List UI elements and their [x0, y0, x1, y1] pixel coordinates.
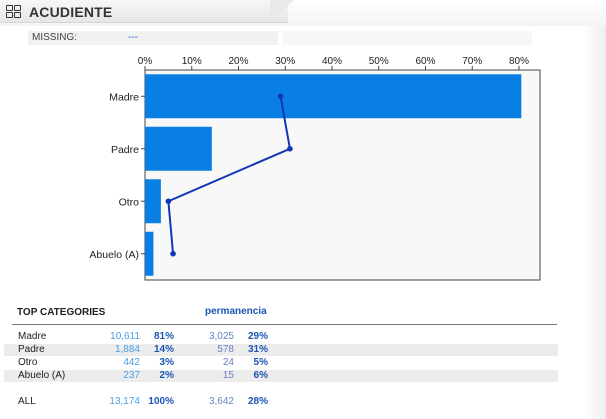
bar — [145, 74, 522, 119]
grid-icon[interactable] — [6, 5, 22, 19]
series-point — [165, 198, 172, 205]
x-tick-label: 70% — [462, 56, 482, 67]
x-tick-label: 0% — [138, 56, 153, 67]
stats-title: TOP CATEGORIES — [17, 307, 106, 318]
x-tick-label: 30% — [275, 56, 295, 67]
stats-divider — [12, 324, 557, 325]
row-name: Otro — [18, 357, 38, 368]
row-pct: 3% — [159, 357, 174, 368]
x-tick-label: 80% — [509, 56, 529, 67]
row-count: 237 — [123, 370, 140, 381]
row-pct2: 5% — [253, 357, 268, 368]
row-count: 1,884 — [114, 344, 140, 355]
table-row: Padre 1,884 14% 578 31% — [4, 344, 558, 356]
table-row: Otro 442 3% 24 5% — [4, 357, 558, 369]
header-tab — [0, 0, 288, 23]
missing-value: --- — [128, 32, 138, 43]
category-label: Madre — [109, 91, 139, 103]
row-pct: 2% — [159, 370, 174, 381]
row-count: 10,611 — [110, 331, 140, 342]
total-count2: 3,642 — [208, 396, 234, 407]
row-name: Madre — [18, 331, 47, 342]
row-count2: 3,025 — [208, 331, 234, 342]
bar — [145, 126, 212, 171]
series-point — [170, 250, 176, 257]
header-tab-slope — [270, 0, 294, 22]
bar-chart: 0% 10% 20% 30% 40% 50% 60% 70% 80% Madre Padre Otro… — [89, 56, 541, 281]
row-name: Abuelo (A) — [18, 370, 66, 381]
row-pct: 81% — [153, 331, 174, 342]
row-pct2: 6% — [253, 370, 268, 381]
category-label: Abuelo (A) — [89, 249, 139, 261]
bar — [145, 179, 161, 224]
x-tick-label: 60% — [415, 56, 435, 67]
total-name: ALL — [18, 396, 36, 407]
series-point — [287, 145, 293, 152]
row-name: Padre — [18, 344, 45, 355]
missing-row: MISSING: --- — [28, 31, 278, 45]
missing-row-filler — [282, 31, 532, 45]
series-line — [167, 96, 292, 254]
row-pct: 14% — [153, 344, 174, 355]
side-shade — [584, 26, 606, 419]
x-tick-label: 10% — [182, 56, 202, 67]
row-count2: 24 — [222, 357, 234, 368]
bar — [145, 231, 154, 276]
table-row: Abuelo (A) 237 2% 15 6% — [4, 370, 558, 382]
x-tick-label: 20% — [228, 56, 248, 67]
x-tick-label: 40% — [322, 56, 342, 67]
category-label: Otro — [119, 196, 140, 208]
total-pct2: 28% — [247, 396, 268, 407]
secondary-title[interactable]: permanencia — [205, 306, 267, 317]
row-count: 442 — [123, 357, 140, 368]
row-count2: 578 — [217, 344, 234, 355]
table-row: Madre 10,611 81% 3,025 29% — [4, 331, 558, 343]
page-title: ACUDIENTE — [29, 4, 113, 20]
series-point — [277, 93, 284, 100]
total-pct: 100% — [148, 396, 174, 407]
row-pct2: 31% — [247, 344, 268, 355]
row-count2: 15 — [222, 370, 234, 381]
missing-label: MISSING: — [32, 32, 78, 43]
x-tick-label: 50% — [369, 56, 389, 67]
category-label: Padre — [111, 144, 139, 156]
total-row: ALL 13,174 100% 3,642 28% — [4, 396, 558, 408]
row-pct2: 29% — [247, 331, 268, 342]
total-count: 13,174 — [109, 396, 140, 407]
